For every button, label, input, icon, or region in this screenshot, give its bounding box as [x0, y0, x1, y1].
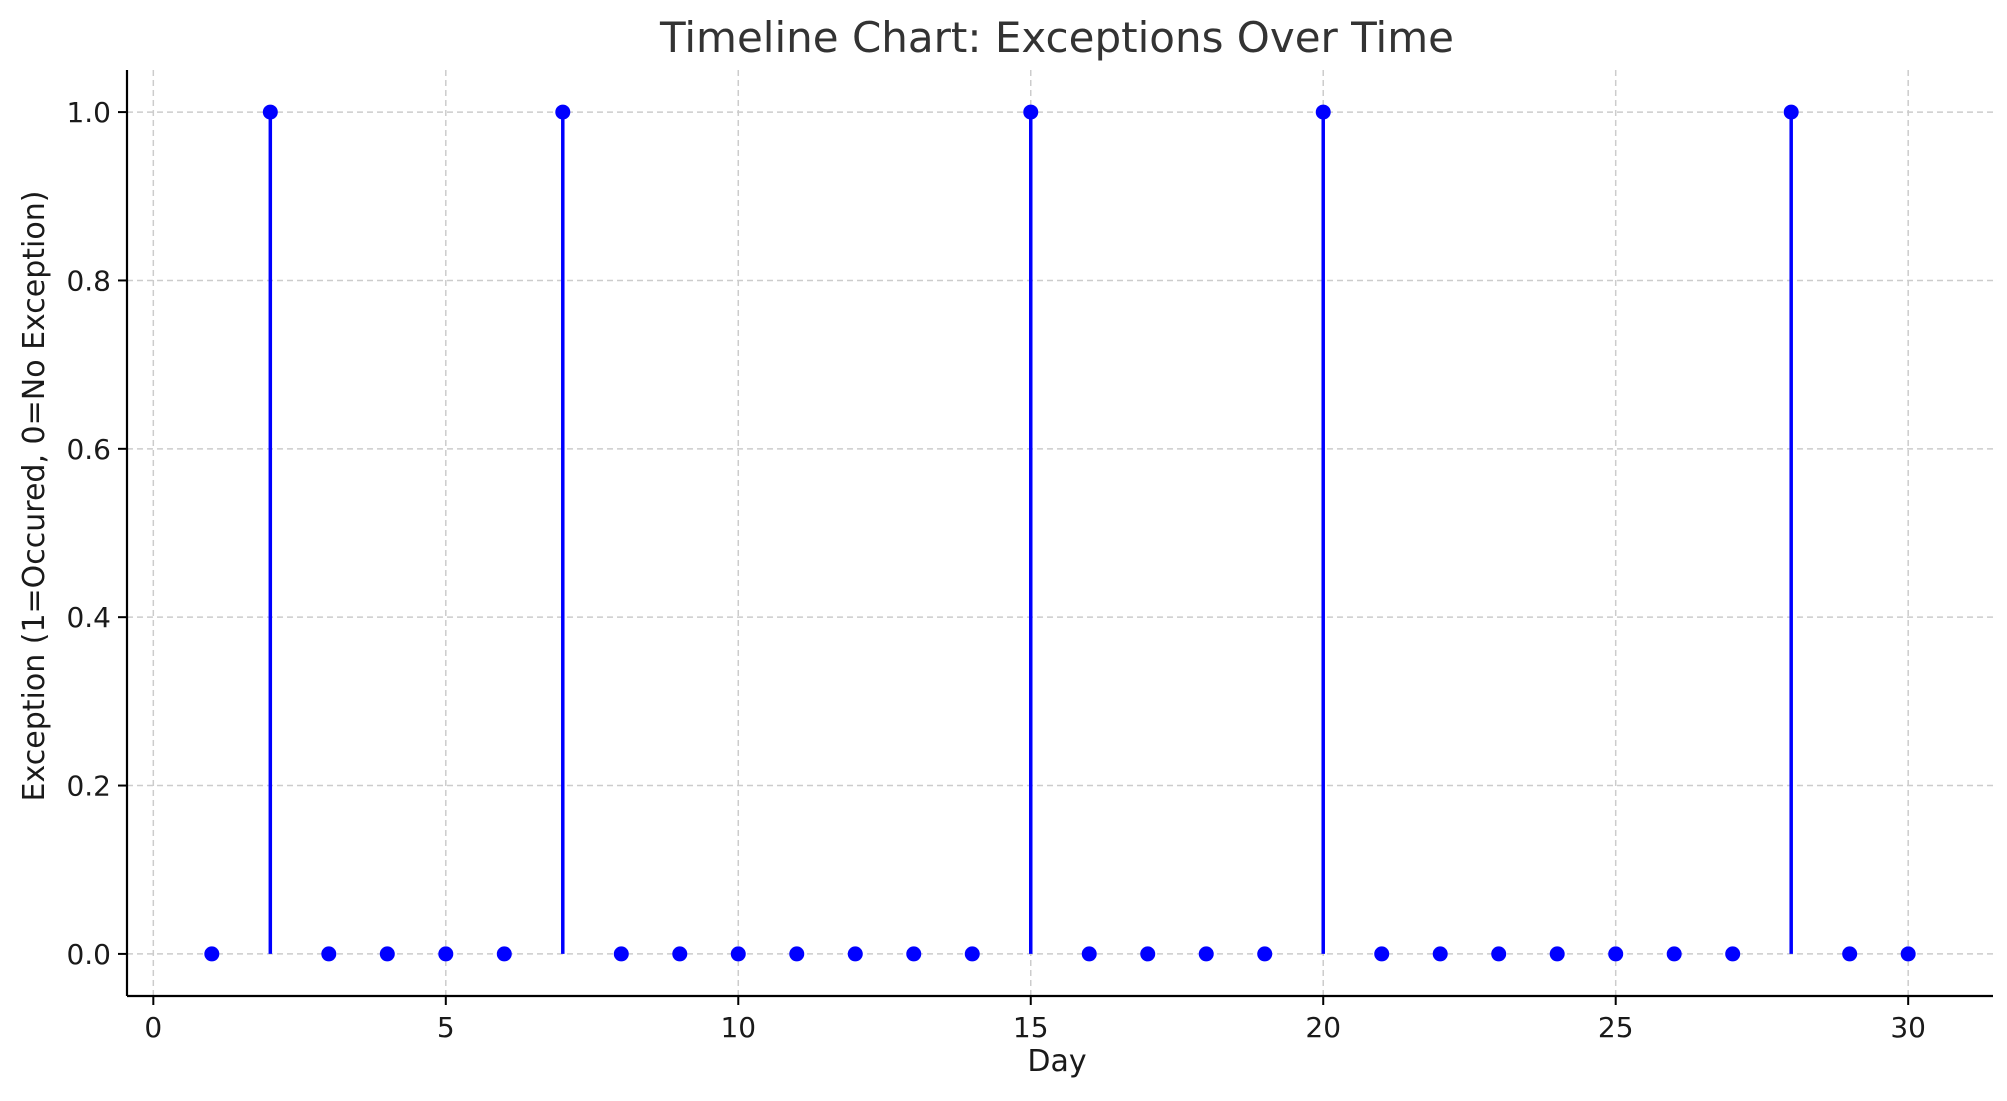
y-axis-title: Exception (1=Occured, 0=No Exception) — [17, 191, 52, 802]
stems — [268, 112, 1793, 954]
x-tick-label: 15 — [1013, 1011, 1049, 1044]
data-point — [1549, 946, 1565, 962]
data-point — [789, 946, 805, 962]
data-point — [672, 946, 688, 962]
data-point — [1198, 946, 1214, 962]
data-point — [906, 946, 922, 962]
x-tick-label: 25 — [1598, 1011, 1634, 1044]
data-point — [847, 946, 863, 962]
data-point — [1257, 946, 1273, 962]
data-point — [496, 946, 512, 962]
data-point — [1783, 104, 1799, 120]
chart-title: Timeline Chart: Exceptions Over Time — [659, 13, 1454, 62]
data-point — [204, 946, 220, 962]
x-ticks: 0 5 10 15 20 25 30 — [144, 996, 1926, 1044]
data-point — [1140, 946, 1156, 962]
x-tick-label: 5 — [437, 1011, 455, 1044]
data-point — [1900, 946, 1916, 962]
y-tick-label: 0.2 — [66, 770, 111, 803]
data-point — [1023, 104, 1039, 120]
y-tick-label: 0.0 — [66, 938, 111, 971]
x-tick-label: 0 — [144, 1011, 162, 1044]
data-point — [1432, 946, 1448, 962]
data-point — [438, 946, 454, 962]
y-tick-label: 0.8 — [66, 264, 111, 297]
y-tick-label: 0.6 — [66, 433, 111, 466]
points — [204, 104, 1916, 962]
y-tick-label: 0.4 — [66, 601, 111, 634]
data-point — [1081, 946, 1097, 962]
data-point — [1315, 104, 1331, 120]
grid — [127, 70, 1993, 996]
data-point — [1725, 946, 1741, 962]
data-point — [730, 946, 746, 962]
data-point — [1374, 946, 1390, 962]
y-ticks: 0.0 0.2 0.4 0.6 0.8 1.0 — [66, 96, 127, 971]
x-tick-label: 30 — [1890, 1011, 1926, 1044]
data-point — [613, 946, 629, 962]
x-tick-label: 10 — [720, 1011, 756, 1044]
x-axis-title: Day — [1027, 1044, 1086, 1079]
data-point — [1842, 946, 1858, 962]
data-point — [555, 104, 571, 120]
y-tick-label: 1.0 — [66, 96, 111, 129]
data-point — [1491, 946, 1507, 962]
axes — [125, 70, 1993, 998]
data-point — [1666, 946, 1682, 962]
data-point — [321, 946, 337, 962]
data-point — [964, 946, 980, 962]
data-point — [1608, 946, 1624, 962]
data-point — [379, 946, 395, 962]
data-point — [262, 104, 278, 120]
x-tick-label: 20 — [1305, 1011, 1341, 1044]
